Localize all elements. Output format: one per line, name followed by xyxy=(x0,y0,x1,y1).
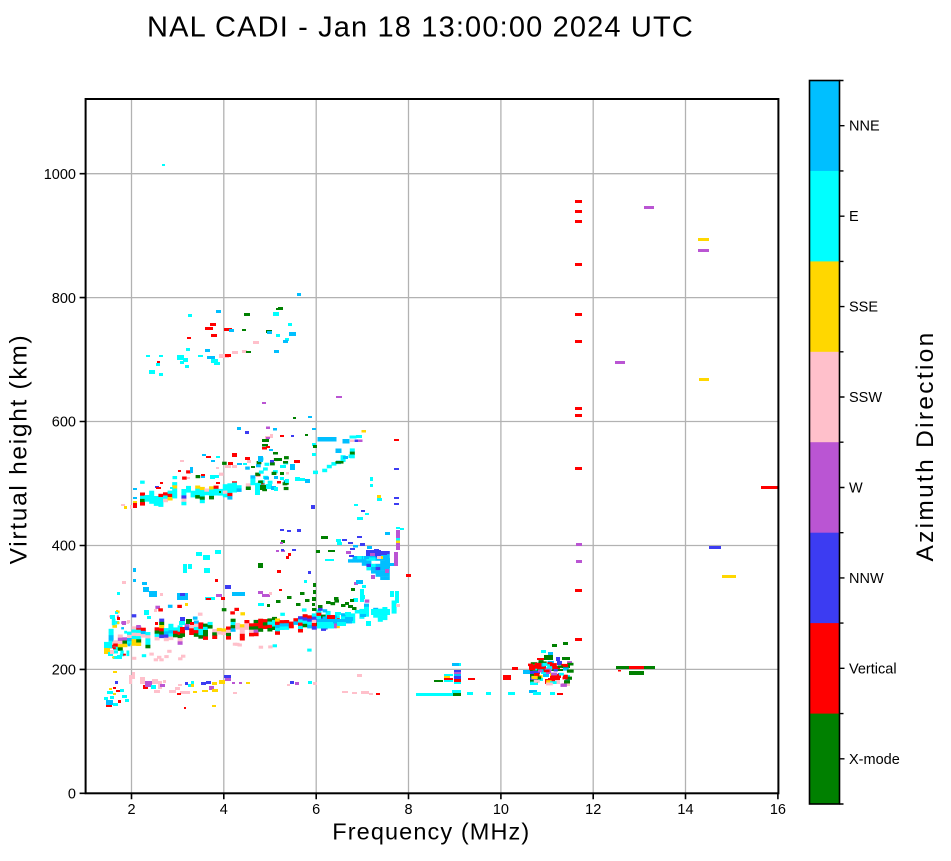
svg-text:0: 0 xyxy=(68,787,76,803)
svg-text:X-mode: X-mode xyxy=(849,752,900,768)
svg-text:NAL CADI - Jan 18 13:00:00 202: NAL CADI - Jan 18 13:00:00 2024 UTC xyxy=(147,12,694,44)
svg-text:16: 16 xyxy=(770,802,786,818)
svg-text:1000: 1000 xyxy=(44,167,76,183)
svg-text:600: 600 xyxy=(52,415,76,431)
svg-text:NNE: NNE xyxy=(849,119,880,135)
svg-text:8: 8 xyxy=(404,802,412,818)
svg-text:200: 200 xyxy=(52,663,76,679)
svg-text:W: W xyxy=(849,481,863,497)
svg-text:800: 800 xyxy=(52,291,76,307)
svg-text:Vertical: Vertical xyxy=(849,661,897,677)
svg-text:10: 10 xyxy=(493,802,509,818)
svg-text:4: 4 xyxy=(220,802,228,818)
svg-text:E: E xyxy=(849,209,859,225)
svg-text:Frequency (MHz): Frequency (MHz) xyxy=(332,819,530,845)
svg-text:14: 14 xyxy=(677,802,693,818)
svg-text:SSE: SSE xyxy=(849,300,878,316)
svg-text:400: 400 xyxy=(52,539,76,555)
svg-text:NNW: NNW xyxy=(849,571,884,587)
svg-text:Virtual height (km): Virtual height (km) xyxy=(6,334,33,565)
svg-text:2: 2 xyxy=(127,802,135,818)
svg-text:12: 12 xyxy=(585,802,601,818)
svg-text:SSW: SSW xyxy=(849,390,882,406)
svg-text:6: 6 xyxy=(312,802,320,818)
svg-text:Azimuth Direction: Azimuth Direction xyxy=(912,330,939,561)
